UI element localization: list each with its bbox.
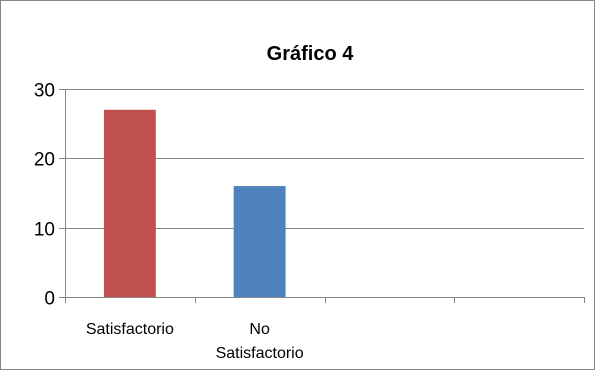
bar-0 <box>103 109 156 297</box>
axes <box>59 89 585 303</box>
x-tick-label: Satisfactorio <box>86 321 174 338</box>
chart-title: Gráfico 4 <box>267 43 355 65</box>
x-tick-label: No <box>249 321 270 338</box>
y-tick-label: 0 <box>44 289 55 310</box>
y-tick-label: 30 <box>34 81 55 102</box>
x-tick-label: Satisfactorio <box>216 345 304 362</box>
x-tick-labels: Satisfactorio No Satisfactorio <box>86 321 304 362</box>
bar-1 <box>233 186 286 297</box>
y-tick-label: 20 <box>34 150 55 171</box>
bars <box>103 109 286 297</box>
y-tick-labels: 0 10 20 30 <box>34 81 55 310</box>
y-tick-label: 10 <box>34 220 55 241</box>
